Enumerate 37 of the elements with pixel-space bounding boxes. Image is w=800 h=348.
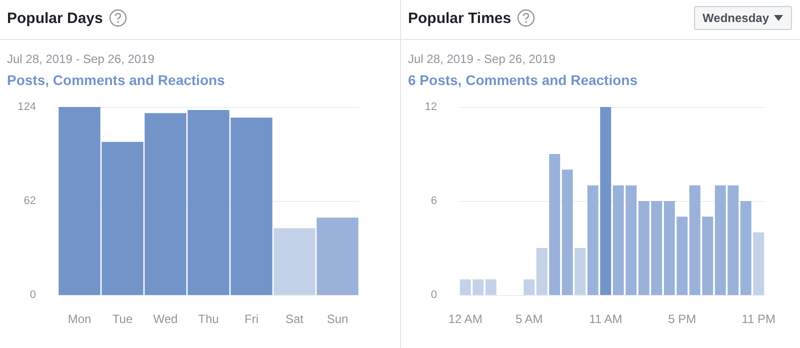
x-tick-label: 11 AM	[589, 312, 622, 326]
y-tick-label: 12	[424, 101, 437, 113]
y-tick-label: 6	[430, 195, 437, 207]
y-axis-title: 6 Posts, Comments and Reactions	[408, 72, 638, 88]
bar	[549, 154, 560, 295]
chart-title: Popular Times	[408, 10, 512, 26]
x-tick-label: Sat	[285, 312, 304, 326]
x-tick-label: 12 AM	[448, 312, 482, 326]
bar	[600, 107, 612, 295]
bar	[536, 248, 548, 295]
bar	[524, 279, 535, 295]
y-tick-label: 124	[18, 101, 36, 113]
bar	[740, 201, 752, 295]
chart-subtitle: Jul 28, 2019 - Sep 26, 2019	[7, 52, 154, 66]
x-tick-label: 5 AM	[515, 312, 543, 326]
text: Wednesday	[702, 11, 769, 25]
x-tick-label: Thu	[198, 312, 219, 326]
chart-title: Popular Days	[7, 10, 103, 26]
bar	[587, 185, 598, 295]
bar	[574, 248, 586, 295]
bar	[485, 279, 496, 295]
bar	[274, 228, 316, 295]
x-tick-label: Fri	[244, 312, 258, 326]
x-tick-label: Mon	[68, 312, 92, 326]
y-tick-label: 0	[430, 289, 437, 301]
bar	[316, 218, 358, 295]
x-tick-label: Tue	[112, 312, 133, 326]
y-tick-label: 0	[30, 289, 36, 301]
y-tick-label: 62	[24, 195, 36, 207]
x-tick-label: Wed	[153, 312, 178, 326]
x-tick-label: Sun	[326, 312, 348, 326]
bar	[753, 232, 764, 295]
chart-subtitle: Jul 28, 2019 - Sep 26, 2019	[408, 52, 556, 66]
x-tick-label: 5 PM	[668, 312, 696, 326]
x-tick-label: 11 PM	[742, 312, 776, 326]
bar	[562, 170, 573, 295]
y-axis-title: Posts, Comments and Reactions	[7, 72, 225, 88]
